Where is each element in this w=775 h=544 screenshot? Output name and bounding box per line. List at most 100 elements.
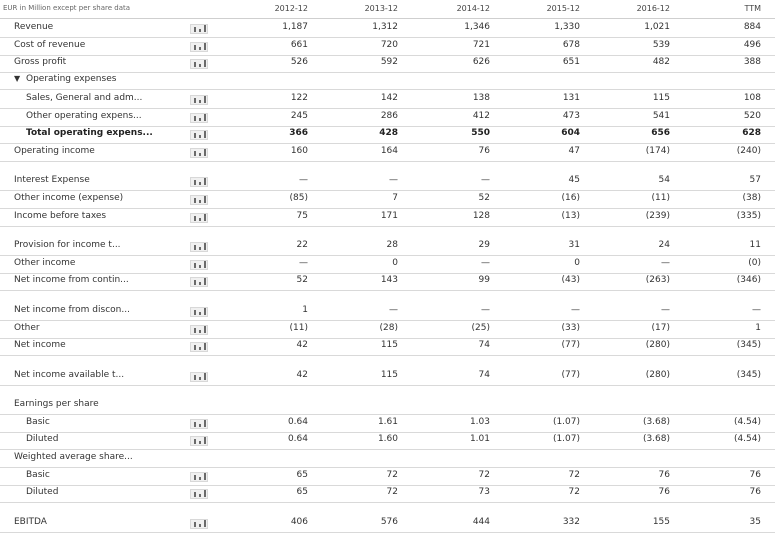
collapse-caret-icon[interactable]: ▼ [14, 74, 21, 83]
row-label: Total operating expens... [26, 128, 153, 138]
cell-value: 406 [290, 517, 308, 527]
row-label: Income before taxes [14, 211, 107, 221]
table-row: Gross profit 526 592 626 651 482 388 [0, 54, 775, 73]
table-row: Sales, General and adm... 122 142 138 131 115… [0, 90, 775, 109]
cell-value: (4.54) [733, 434, 761, 444]
table-row: Provision for income t... 22 28 29 31 24 11 [0, 237, 775, 256]
cell-value: 143 [380, 275, 398, 285]
trend-chart-icon[interactable] [190, 342, 208, 352]
cell-value: 592 [380, 57, 398, 67]
cell-value: 128 [472, 211, 490, 221]
cell-value: 884 [743, 22, 761, 32]
cell-value: 286 [380, 111, 398, 121]
cell-value: — [752, 305, 761, 315]
table-row: ▼ Operating expenses [0, 71, 775, 90]
trend-chart-icon[interactable] [190, 419, 208, 429]
table-row: Diluted 0.64 1.60 1.01 (1.07) (3.68) (4.54) [0, 431, 775, 450]
cell-value: (1.07) [552, 417, 580, 427]
cell-value: 65 [296, 487, 308, 497]
table-row: Earnings per share [0, 396, 775, 415]
table-row: Cost of revenue 661 720 721 678 539 496 [0, 37, 775, 56]
cell-value: — [299, 258, 308, 268]
trend-chart-icon[interactable] [190, 213, 208, 223]
row-label: Diluted [26, 487, 59, 497]
row-label: Sales, General and adm... [26, 93, 143, 103]
trend-chart-icon[interactable] [190, 195, 208, 205]
row-label: Other income [14, 258, 76, 268]
cell-value: 22 [296, 240, 308, 250]
trend-chart-icon[interactable] [190, 59, 208, 69]
cell-value: 1,021 [644, 22, 670, 32]
cell-value: (11) [651, 193, 670, 203]
cell-value: (239) [645, 211, 670, 221]
table-row: Other (11) (28) (25) (33) (17) 1 [0, 320, 775, 339]
table-row: Other operating expens... 245 286 412 473 541… [0, 108, 775, 127]
cell-value: 72 [386, 470, 398, 480]
cell-value: 54 [658, 175, 670, 185]
cell-value: (3.68) [642, 417, 670, 427]
trend-chart-icon[interactable] [190, 177, 208, 187]
cell-value: 720 [380, 40, 398, 50]
cell-value: 65 [296, 470, 308, 480]
trend-chart-icon[interactable] [190, 95, 208, 105]
cell-value: 99 [478, 275, 490, 285]
cell-value: 482 [652, 57, 670, 67]
cell-value: (17) [651, 323, 670, 333]
table-row: Weighted average share... [0, 449, 775, 468]
column-header: TTM [744, 4, 761, 13]
row-label: Basic [26, 417, 50, 427]
cell-value: (280) [645, 340, 670, 350]
table-row: Net income 42 115 74 (77) (280) (345) [0, 337, 775, 356]
cell-value: 1 [755, 323, 761, 333]
trend-chart-icon[interactable] [190, 242, 208, 252]
cell-value: 1,330 [554, 22, 580, 32]
table-row: Revenue 1,187 1,312 1,346 1,330 1,021 884 [0, 19, 775, 38]
cell-value: 1,346 [464, 22, 490, 32]
cell-value: (240) [736, 146, 761, 156]
cell-value: 28 [386, 240, 398, 250]
cell-value: 0 [392, 258, 398, 268]
trend-chart-icon[interactable] [190, 24, 208, 34]
cell-value: 72 [568, 487, 580, 497]
cell-value: 332 [562, 517, 580, 527]
cell-value: 115 [652, 93, 670, 103]
trend-chart-icon[interactable] [190, 42, 208, 52]
trend-chart-icon[interactable] [190, 148, 208, 158]
row-label: Operating expenses [26, 74, 117, 84]
cell-value: (25) [471, 323, 490, 333]
trend-chart-icon[interactable] [190, 307, 208, 317]
row-label: Net income available t... [14, 370, 125, 380]
cell-value: 656 [651, 128, 670, 138]
cell-value: 76 [658, 470, 670, 480]
row-label: Net income from discon... [14, 305, 130, 315]
cell-value: 72 [478, 470, 490, 480]
trend-chart-icon[interactable] [190, 277, 208, 287]
trend-chart-icon[interactable] [190, 372, 208, 382]
unit-label: EUR in Million except per share data [3, 4, 131, 12]
cell-value: (345) [736, 370, 761, 380]
trend-chart-icon[interactable] [190, 489, 208, 499]
cell-value: — [389, 175, 398, 185]
cell-value: (16) [561, 193, 580, 203]
cell-value: 72 [568, 470, 580, 480]
trend-chart-icon[interactable] [190, 436, 208, 446]
trend-chart-icon[interactable] [190, 130, 208, 140]
trend-chart-icon[interactable] [190, 325, 208, 335]
trend-chart-icon[interactable] [190, 113, 208, 123]
cell-value: — [661, 305, 670, 315]
cell-value: 52 [478, 193, 490, 203]
cell-value: — [481, 305, 490, 315]
cell-value: 47 [568, 146, 580, 156]
cell-value: 0.64 [287, 434, 308, 444]
cell-value: 42 [296, 340, 308, 350]
cell-value: (38) [742, 193, 761, 203]
cell-value: 42 [296, 370, 308, 380]
cell-value: (77) [561, 340, 580, 350]
trend-chart-icon[interactable] [190, 260, 208, 270]
trend-chart-icon[interactable] [190, 519, 208, 529]
cell-value: 35 [749, 517, 761, 527]
trend-chart-icon[interactable] [190, 472, 208, 482]
column-header: 2012-12 [274, 4, 308, 13]
column-header: 2016-12 [636, 4, 670, 13]
cell-value: 76 [749, 470, 761, 480]
